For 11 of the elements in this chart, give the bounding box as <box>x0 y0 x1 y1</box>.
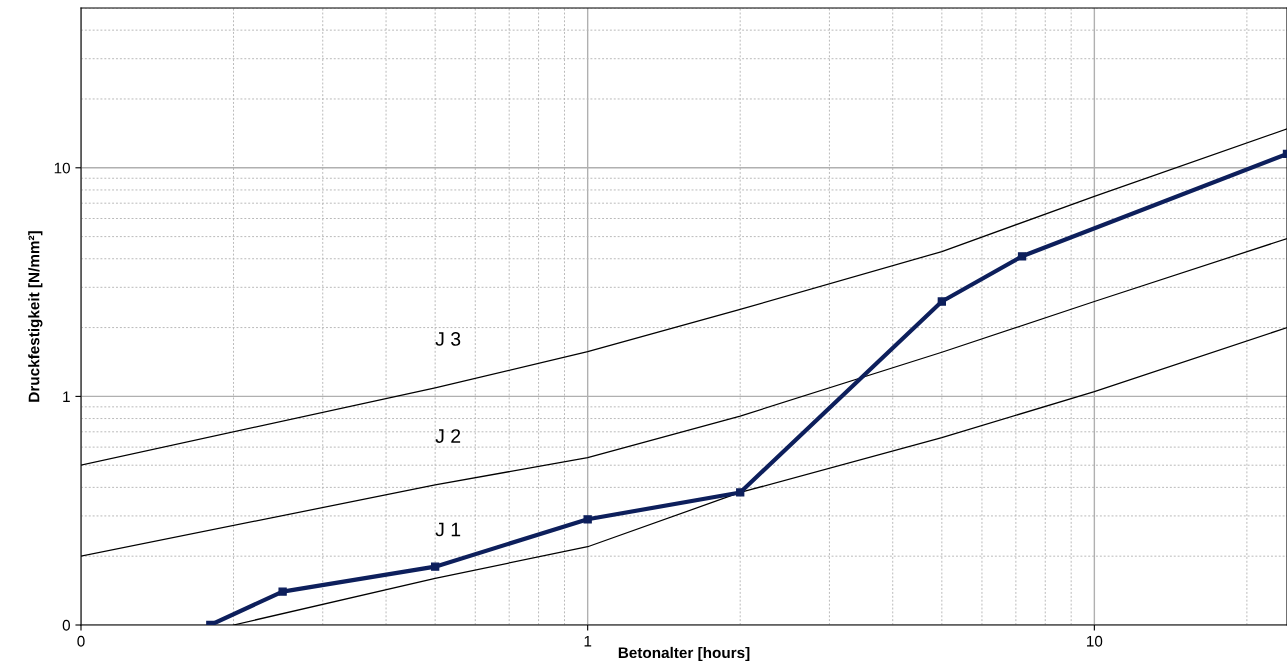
x-tick-label: 10 <box>1087 635 1103 647</box>
series-label: J 1 <box>435 522 461 537</box>
y-tick-label: 10 <box>54 162 70 174</box>
x-tick-label: 1 <box>584 635 592 647</box>
x-tick-label: 0 <box>77 635 85 647</box>
y-tick-label: 0 <box>62 619 70 631</box>
y-tick-label: 1 <box>63 391 70 402</box>
series-label: J 3 <box>435 332 461 346</box>
series-label: J 2 <box>435 429 461 443</box>
x-axis-title: Betonalter [hours] <box>618 646 750 662</box>
y-axis-title: Druckfestigkeit [N/mm²] <box>28 231 43 402</box>
